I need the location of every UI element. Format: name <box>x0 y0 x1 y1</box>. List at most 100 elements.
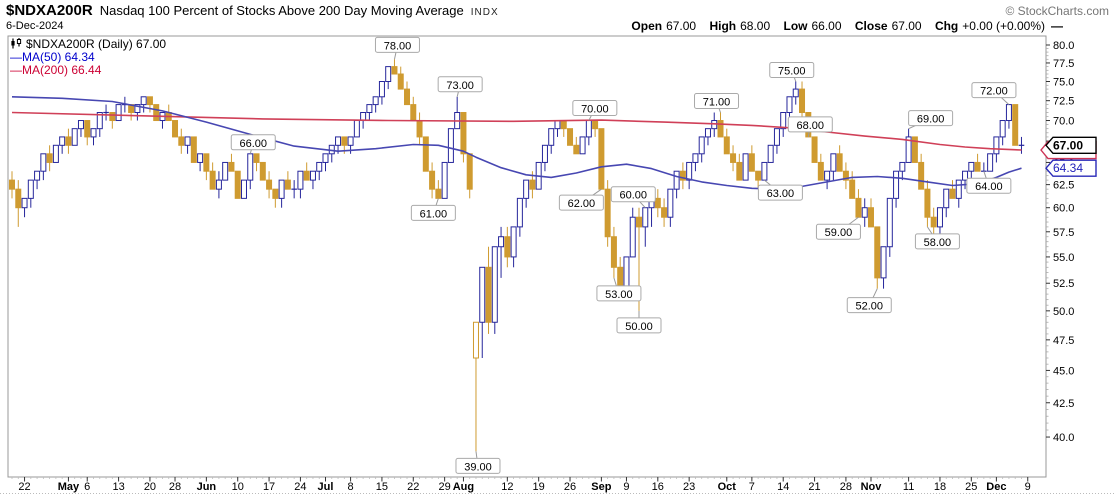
svg-text:21: 21 <box>808 481 820 493</box>
chart-legend: $NDXA200R (Daily) 67.00 —MA(50) 64.34 —M… <box>10 38 166 77</box>
chg-value: +0.00 (+0.00%) <box>962 19 1045 33</box>
price-annotation-box <box>846 297 892 314</box>
svg-text:58.00: 58.00 <box>924 237 952 249</box>
ma-lines <box>11 96 1022 190</box>
copyright: © StockCharts.com <box>1005 4 1109 18</box>
price-annotation-box <box>610 186 656 203</box>
svg-text:9: 9 <box>623 481 629 493</box>
chg-label: Chg <box>934 19 959 33</box>
svg-text:60.0: 60.0 <box>1053 203 1074 215</box>
ma50-line-sample: — <box>10 50 22 64</box>
svg-text:67.00: 67.00 <box>1053 138 1083 152</box>
legend-title-row: $NDXA200R (Daily) 67.00 <box>10 38 166 51</box>
price-annotation-box <box>914 233 960 250</box>
svg-text:47.5: 47.5 <box>1053 335 1074 347</box>
ma50-line <box>11 96 1022 190</box>
svg-text:39.00: 39.00 <box>464 461 492 473</box>
last-price-callout <box>1045 136 1097 155</box>
svg-text:55.0: 55.0 <box>1053 252 1074 264</box>
y-axis: 80.077.575.072.570.067.565.062.560.057.5… <box>1046 40 1074 444</box>
chart-title: Nasdaq 100 Percent of Stocks Above 200 D… <box>99 3 464 18</box>
chart-date: 6-Dec-2024 <box>6 20 64 32</box>
legend-ma50-label: MA(50) 64.34 <box>22 50 95 64</box>
price-annotation-box <box>455 457 501 474</box>
svg-text:22: 22 <box>18 481 30 493</box>
open-value: 67.00 <box>666 19 697 33</box>
price-annotation-box <box>694 93 740 110</box>
legend-ma200-label: MA(200) 66.44 <box>22 63 102 77</box>
svg-text:62.5: 62.5 <box>1053 180 1074 192</box>
price-annotation-box <box>410 204 456 221</box>
price-annotation-box <box>966 177 1012 194</box>
legend-title: $NDXA200R (Daily) 67.00 <box>26 37 167 51</box>
svg-text:25: 25 <box>965 481 977 493</box>
high-label: High <box>709 19 737 33</box>
svg-text:77.5: 77.5 <box>1053 58 1074 70</box>
close-label: Close <box>854 19 888 33</box>
plot-frame <box>0 35 1115 494</box>
price-annotation-box <box>230 134 276 151</box>
annotations-layer: 66.00 78.00 61.00 73.00 39.00 70.00 62.00 53.00… <box>230 36 1017 474</box>
open-label: Open <box>631 19 663 33</box>
price-annotation-box <box>616 317 662 334</box>
svg-text:72.00: 72.00 <box>980 86 1008 98</box>
svg-text:9: 9 <box>1025 481 1031 493</box>
ma200-line-sample: — <box>10 63 22 77</box>
quote-strip: Open 67.00 High 68.00 Low 66.00 Close 67.00 … <box>631 19 1063 33</box>
svg-text:26: 26 <box>564 481 576 493</box>
legend-ma50: —MA(50) 64.34 <box>10 51 166 64</box>
svg-text:Jun: Jun <box>197 481 217 493</box>
candles-layer <box>9 59 1025 452</box>
svg-text:Nov: Nov <box>861 481 883 493</box>
svg-text:Sep: Sep <box>591 481 611 493</box>
price-annotation-box <box>908 110 954 127</box>
price-annotation-box <box>596 285 642 302</box>
svg-text:52.00: 52.00 <box>855 301 883 313</box>
high-value: 68.00 <box>740 19 771 33</box>
price-annotation-box <box>769 62 815 79</box>
ma50-value-callout <box>1045 159 1097 177</box>
svg-text:52.5: 52.5 <box>1053 278 1074 290</box>
svg-text:13: 13 <box>112 481 124 493</box>
price-annotation-box <box>437 76 483 93</box>
svg-text:6: 6 <box>84 481 90 493</box>
svg-text:50.0: 50.0 <box>1053 306 1074 318</box>
legend-ma200: —MA(200) 66.44 <box>10 64 166 77</box>
svg-text:Aug: Aug <box>453 481 474 493</box>
ma200-line <box>11 111 1022 151</box>
svg-text:66.00: 66.00 <box>239 138 267 150</box>
svg-text:15: 15 <box>376 481 388 493</box>
axis-callouts: 67.00 64.34 <box>1040 136 1097 177</box>
svg-text:Jul: Jul <box>318 481 334 493</box>
svg-text:64.34: 64.34 <box>1053 161 1083 175</box>
svg-text:18: 18 <box>934 481 946 493</box>
svg-text:20: 20 <box>144 481 156 493</box>
low-label: Low <box>783 19 808 33</box>
svg-text:50.00: 50.00 <box>625 321 653 333</box>
svg-text:80.0: 80.0 <box>1053 40 1074 52</box>
svg-text:16: 16 <box>652 481 664 493</box>
price-annotation-box <box>558 194 604 211</box>
svg-text:72.5: 72.5 <box>1053 96 1074 108</box>
x-axis: 22 May 6 13 20 28 Jun 10 17 24 Jul 8 15 22 29 Aug 12 19 26… <box>11 477 1031 493</box>
symbol: $NDXA200R <box>6 2 93 19</box>
svg-text:28: 28 <box>840 481 852 493</box>
svg-text:75.00: 75.00 <box>778 66 806 78</box>
svg-text:57.5: 57.5 <box>1053 227 1074 239</box>
svg-text:70.00: 70.00 <box>581 104 609 116</box>
svg-text:69.00: 69.00 <box>917 114 945 126</box>
svg-text:71.00: 71.00 <box>703 97 731 109</box>
svg-text:7: 7 <box>749 481 755 493</box>
svg-text:68.00: 68.00 <box>797 120 825 132</box>
price-annotation-box <box>374 36 420 53</box>
unchanged-dash-icon: — <box>1051 19 1063 33</box>
svg-text:63.00: 63.00 <box>767 188 795 200</box>
svg-text:23: 23 <box>683 481 695 493</box>
svg-text:12: 12 <box>501 481 513 493</box>
svg-text:42.5: 42.5 <box>1053 398 1074 410</box>
svg-text:73.00: 73.00 <box>446 80 474 92</box>
exchange-label: INDX <box>470 7 499 18</box>
svg-text:11: 11 <box>903 481 914 493</box>
